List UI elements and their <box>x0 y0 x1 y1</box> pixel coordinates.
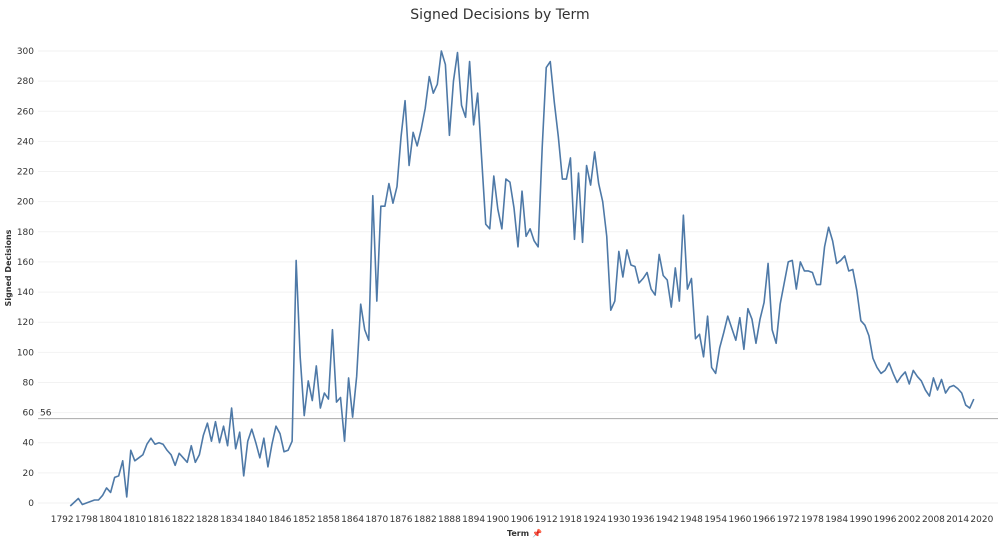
y-tick-label: 240 <box>17 137 34 147</box>
y-tick-label: 160 <box>17 258 34 268</box>
y-tick-label: 60 <box>23 409 35 419</box>
x-tick-label: 1990 <box>849 515 872 525</box>
x-tick-label: 1804 <box>99 515 122 525</box>
y-tick-label: 140 <box>17 288 34 298</box>
x-tick-label: 1870 <box>365 515 388 525</box>
x-tick-label: 2008 <box>922 515 945 525</box>
x-tick-label: 1948 <box>680 515 703 525</box>
x-tick-label: 1888 <box>438 515 461 525</box>
y-axis-ticks: 0 20 40 60 80 100 120 140 160 180 200 220 240 260 280 3… <box>17 47 34 509</box>
y-tick-label: 280 <box>17 77 34 87</box>
x-tick-label: 1912 <box>535 515 558 525</box>
x-tick-label: 2014 <box>946 515 969 525</box>
y-tick-label: 260 <box>17 107 34 117</box>
x-axis-title-group: Term 📌 <box>507 528 542 538</box>
y-tick-label: 0 <box>28 499 34 509</box>
x-tick-label: 1798 <box>75 515 98 525</box>
y-tick-label: 180 <box>17 228 34 238</box>
x-tick-label: 2002 <box>898 515 921 525</box>
x-axis-ticks: 1792 1798 1804 1810 1816 1822 1828 1834 1840 1846… <box>51 515 994 525</box>
x-tick-label: 1930 <box>607 515 630 525</box>
x-tick-label: 1876 <box>390 515 413 525</box>
x-tick-label: 1816 <box>148 515 171 525</box>
y-tick-label: 120 <box>17 318 34 328</box>
y-tick-label: 200 <box>17 198 34 208</box>
y-tick-label: 80 <box>23 378 35 388</box>
x-tick-label: 1960 <box>728 515 751 525</box>
x-tick-label: 1900 <box>486 515 509 525</box>
reference-line-label: 56 <box>40 409 52 419</box>
x-tick-label: 1822 <box>172 515 195 525</box>
chart-title: Signed Decisions by Term <box>410 7 589 23</box>
x-tick-label: 1828 <box>196 515 219 525</box>
x-tick-label: 1984 <box>825 515 848 525</box>
x-tick-label: 1954 <box>704 515 727 525</box>
y-tick-label: 220 <box>17 168 34 178</box>
x-tick-label: 1846 <box>269 515 292 525</box>
x-tick-label: 1906 <box>511 515 534 525</box>
y-axis-title: Signed Decisions <box>4 229 13 306</box>
x-tick-label: 1918 <box>559 515 582 525</box>
x-tick-label: 1966 <box>753 515 776 525</box>
x-tick-label: 1852 <box>293 515 316 525</box>
x-tick-label: 1840 <box>244 515 267 525</box>
x-axis-title: Term <box>507 529 529 538</box>
x-tick-label: 2020 <box>970 515 993 525</box>
y-tick-label: 300 <box>17 47 34 57</box>
x-tick-label: 1834 <box>220 515 243 525</box>
x-tick-label: 1972 <box>777 515 800 525</box>
x-tick-label: 1882 <box>414 515 437 525</box>
x-tick-label: 1936 <box>632 515 655 525</box>
pin-icon[interactable]: 📌 <box>532 528 542 538</box>
y-tick-label: 100 <box>17 348 34 358</box>
x-tick-label: 1792 <box>51 515 74 525</box>
y-tick-label: 40 <box>23 439 35 449</box>
x-tick-label: 1858 <box>317 515 340 525</box>
y-tick-label: 20 <box>23 469 35 479</box>
x-tick-label: 1810 <box>123 515 146 525</box>
x-tick-label: 1978 <box>801 515 824 525</box>
x-tick-label: 1942 <box>656 515 679 525</box>
x-tick-label: 1894 <box>462 515 485 525</box>
x-tick-label: 1864 <box>341 515 364 525</box>
x-tick-label: 1996 <box>874 515 897 525</box>
x-tick-label: 1924 <box>583 515 606 525</box>
gridlines <box>38 50 998 504</box>
series-line-signed-decisions <box>69 50 975 507</box>
